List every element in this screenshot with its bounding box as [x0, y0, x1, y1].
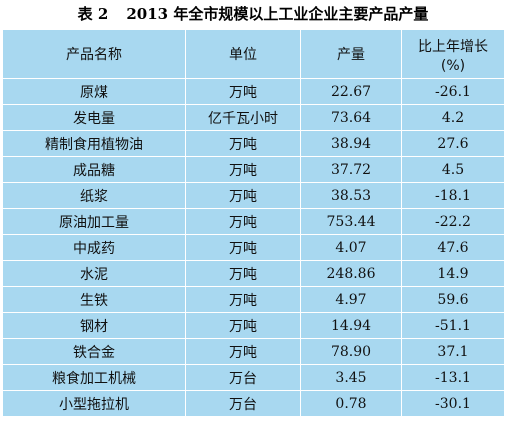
- unit-cell: 万吨: [185, 182, 301, 209]
- unit-cell: 万吨: [185, 208, 301, 235]
- unit-cell: 万台: [185, 364, 301, 391]
- header-row: 产品名称 单位 产量 比上年增长 (%): [2, 29, 505, 79]
- growth-cell: -26.1: [401, 78, 505, 105]
- unit-cell: 万吨: [185, 338, 301, 365]
- growth-cell: 37.1: [401, 338, 505, 365]
- growth-cell: -18.1: [401, 182, 505, 209]
- product-name-cell: 钢材: [2, 312, 186, 339]
- product-name-cell: 发电量: [2, 104, 186, 131]
- output-cell: 14.94: [300, 312, 402, 339]
- growth-cell: -30.1: [401, 390, 505, 417]
- growth-cell: -22.2: [401, 208, 505, 235]
- product-name-cell: 纸浆: [2, 182, 186, 209]
- table-row: 精制食用植物油 万吨 38.94 27.6: [2, 130, 505, 157]
- table-row: 成品糖 万吨 37.72 4.5: [2, 156, 505, 183]
- product-name-cell: 粮食加工机械: [2, 364, 186, 391]
- output-cell: 3.45: [300, 364, 402, 391]
- table-row: 铁合金 万吨 78.90 37.1: [2, 338, 505, 365]
- growth-cell: 59.6: [401, 286, 505, 313]
- product-name-cell: 生铁: [2, 286, 186, 313]
- output-cell: 38.94: [300, 130, 402, 157]
- output-cell: 22.67: [300, 78, 402, 105]
- growth-cell: 14.9: [401, 260, 505, 287]
- unit-cell: 万吨: [185, 312, 301, 339]
- product-name-cell: 成品糖: [2, 156, 186, 183]
- output-cell: 73.64: [300, 104, 402, 131]
- growth-cell: -13.1: [401, 364, 505, 391]
- product-name-cell: 小型拖拉机: [2, 390, 186, 417]
- product-name-cell: 铁合金: [2, 338, 186, 365]
- output-cell: 248.86: [300, 260, 402, 287]
- header-output: 产量: [300, 29, 402, 79]
- product-name-cell: 原煤: [2, 78, 186, 105]
- product-output-table: 产品名称 单位 产量 比上年增长 (%) 原煤 万吨 22.67 -26.1 发电量 亿千…: [2, 29, 505, 417]
- table-row: 发电量 亿千瓦小时 73.64 4.2: [2, 104, 505, 131]
- table-row: 原油加工量 万吨 753.44 -22.2: [2, 208, 505, 235]
- growth-cell: 47.6: [401, 234, 505, 261]
- table-row: 小型拖拉机 万台 0.78 -30.1: [2, 390, 505, 417]
- unit-cell: 万吨: [185, 78, 301, 105]
- output-cell: 4.97: [300, 286, 402, 313]
- header-unit: 单位: [185, 29, 301, 79]
- table-title: 2013 年全市规模以上工业企业主要产品产量: [126, 5, 429, 23]
- table-number: 表 2: [77, 5, 109, 23]
- product-name-cell: 中成药: [2, 234, 186, 261]
- table-body: 原煤 万吨 22.67 -26.1 发电量 亿千瓦小时 73.64 4.2 精制食用植物油 万吨 3…: [2, 78, 505, 417]
- unit-cell: 万台: [185, 390, 301, 417]
- growth-cell: 4.5: [401, 156, 505, 183]
- unit-cell: 万吨: [185, 286, 301, 313]
- product-name-cell: 原油加工量: [2, 208, 186, 235]
- unit-cell: 万吨: [185, 130, 301, 157]
- unit-cell: 万吨: [185, 156, 301, 183]
- output-cell: 37.72: [300, 156, 402, 183]
- output-cell: 753.44: [300, 208, 402, 235]
- table-row: 中成药 万吨 4.07 47.6: [2, 234, 505, 261]
- table-row: 生铁 万吨 4.97 59.6: [2, 286, 505, 313]
- output-cell: 4.07: [300, 234, 402, 261]
- header-product-name: 产品名称: [2, 29, 186, 79]
- output-cell: 78.90: [300, 338, 402, 365]
- growth-cell: 27.6: [401, 130, 505, 157]
- growth-cell: 4.2: [401, 104, 505, 131]
- unit-cell: 万吨: [185, 234, 301, 261]
- header-growth: 比上年增长 (%): [401, 29, 505, 79]
- table-caption: 表 2 2013 年全市规模以上工业企业主要产品产量: [0, 0, 506, 28]
- growth-cell: -51.1: [401, 312, 505, 339]
- table-row: 原煤 万吨 22.67 -26.1: [2, 78, 505, 105]
- header-growth-unit: (%): [440, 58, 466, 74]
- header-growth-label: 比上年增长: [418, 39, 488, 55]
- unit-cell: 亿千瓦小时: [185, 104, 301, 131]
- product-name-cell: 水泥: [2, 260, 186, 287]
- table-row: 纸浆 万吨 38.53 -18.1: [2, 182, 505, 209]
- output-cell: 38.53: [300, 182, 402, 209]
- table-row: 钢材 万吨 14.94 -51.1: [2, 312, 505, 339]
- unit-cell: 万吨: [185, 260, 301, 287]
- output-cell: 0.78: [300, 390, 402, 417]
- product-name-cell: 精制食用植物油: [2, 130, 186, 157]
- table-row: 水泥 万吨 248.86 14.9: [2, 260, 505, 287]
- table-row: 粮食加工机械 万台 3.45 -13.1: [2, 364, 505, 391]
